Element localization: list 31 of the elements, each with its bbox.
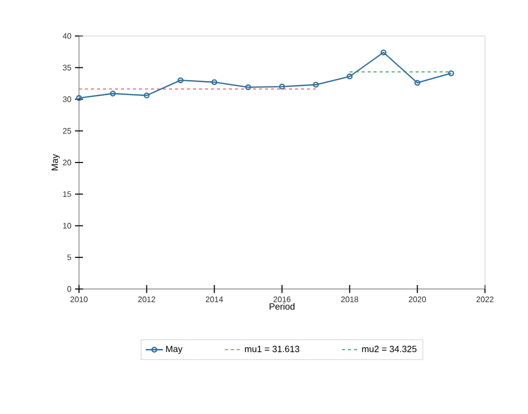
point (279, 84, 285, 90)
point (110, 90, 116, 96)
point (414, 80, 420, 86)
x-tick-label: 2010 (70, 296, 88, 302)
x-axis-title: Period (270, 303, 294, 310)
x-tick-label: 2022 (476, 296, 494, 302)
point (380, 49, 386, 56)
y-tick-label: 25 (62, 128, 72, 134)
x-tick-label: 2020 (408, 296, 426, 302)
x-tick-label: 2014 (206, 296, 223, 302)
y-tick-label: 10 (63, 222, 72, 229)
point (211, 79, 218, 86)
point (245, 84, 252, 90)
y-tick-label: 15 (63, 191, 72, 197)
y-tick-label: 0 (67, 286, 72, 292)
y-tick-label: 5 (67, 254, 72, 260)
y-tick-label: 20 (62, 160, 72, 166)
legend-label: mu2 = 34.325 (362, 346, 416, 352)
y-tick-label: 40 (62, 33, 72, 39)
x-tick-label: 2016 (274, 296, 291, 302)
x-tick-label: 2012 (138, 296, 156, 302)
legend-label: May (166, 346, 182, 354)
point (312, 82, 319, 88)
point (144, 92, 150, 98)
x-tick-label: 2018 (341, 296, 358, 302)
point (346, 74, 353, 80)
point (178, 77, 184, 84)
y-tick-label: 35 (62, 64, 72, 70)
y-tick-label: 30 (62, 96, 72, 102)
legend-label: mu1 = 31.613 (244, 346, 300, 352)
y-axis-title: May (52, 154, 60, 170)
